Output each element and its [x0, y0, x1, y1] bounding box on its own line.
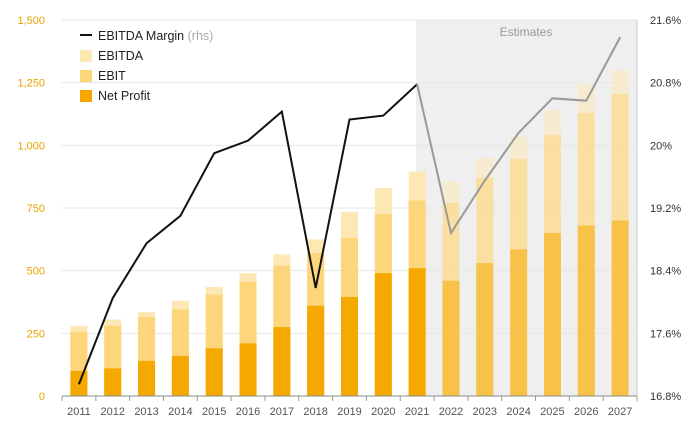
- legend-swatch-ebit: [80, 70, 92, 82]
- right-tick-label: 17.6%: [650, 328, 681, 340]
- right-tick-label: 18.4%: [650, 266, 681, 278]
- legend-label-ebitda: EBITDA: [98, 49, 144, 63]
- left-tick-label: 1,000: [17, 140, 45, 152]
- legend-swatch-ebitda: [80, 50, 92, 62]
- net-profit-bar: [104, 368, 122, 396]
- net-profit-bar: [611, 220, 629, 396]
- left-y-axis: 0 250 500 750 1,000 1,250 1,500: [17, 15, 45, 403]
- right-y-axis: 16.8% 17.6% 18.4% 19.2% 20% 20.8% 21.6%: [650, 15, 681, 403]
- left-tick-label: 250: [27, 328, 45, 340]
- net-profit-bar: [510, 249, 528, 396]
- ebitda-margin-point: [416, 83, 418, 85]
- net-profit-bar: [476, 263, 494, 396]
- right-tick-label: 16.8%: [650, 391, 681, 403]
- ebitda-margin-point: [585, 100, 587, 102]
- x-tick-label: 2018: [303, 406, 327, 418]
- net-profit-bar: [205, 348, 223, 396]
- x-tick-label: 2020: [371, 406, 395, 418]
- estimates-label: Estimates: [500, 25, 553, 39]
- legend-label-net-profit: Net Profit: [98, 89, 151, 103]
- x-tick-label: 2027: [608, 406, 632, 418]
- x-axis: 2011 2012 2013 2014 2015 2016 2017 2018 2019 2020…: [61, 20, 638, 418]
- ebitda-margin-point: [518, 132, 520, 134]
- x-tick-label: 2011: [67, 406, 91, 418]
- x-tick-label: 2017: [270, 406, 294, 418]
- ebitda-margin-point: [78, 383, 80, 385]
- legend-line-label: EBITDA Margin: [98, 29, 184, 43]
- net-profit-bar: [341, 296, 358, 396]
- ebitda-margin-actual-line: [77, 83, 418, 385]
- ebitda-margin-line: [77, 36, 621, 385]
- ebitda-margin-estimate-line: [416, 36, 621, 236]
- ebitda-margin-point: [450, 232, 452, 234]
- x-tick-label: 2022: [439, 406, 463, 418]
- left-tick-label: 0: [39, 391, 45, 403]
- left-tick-label: 750: [27, 203, 45, 215]
- right-tick-label: 20%: [650, 140, 672, 152]
- ebitda-margin-point: [619, 36, 621, 38]
- right-tick-label: 19.2%: [650, 203, 681, 215]
- net-profit-bar: [543, 233, 561, 396]
- left-tick-label: 500: [27, 266, 45, 278]
- legend-label-ebit: EBIT: [98, 69, 126, 83]
- net-profit-bar: [374, 273, 392, 396]
- net-profit-bar: [408, 268, 426, 396]
- ebitda-margin-point: [484, 180, 486, 182]
- ebitda-margin-point: [349, 118, 351, 120]
- net-profit-bar: [171, 355, 189, 396]
- ebitda-margin-point: [281, 111, 283, 113]
- x-tick-label: 2015: [202, 406, 226, 418]
- legend-label-ebitda-margin: EBITDA Margin (rhs): [98, 29, 213, 43]
- legend-swatch-net-profit: [80, 90, 92, 102]
- x-tick-label: 2016: [236, 406, 260, 418]
- right-tick-label: 21.6%: [650, 15, 681, 27]
- x-tick-label: 2021: [405, 406, 429, 418]
- x-tick-label: 2024: [506, 406, 530, 418]
- ebitda-margin-point: [315, 287, 317, 289]
- ebitda-margin-point: [551, 97, 553, 99]
- ebitda-margin-point: [213, 152, 215, 154]
- net-profit-bar: [307, 305, 325, 396]
- net-profit-bar: [577, 225, 595, 396]
- ebitda-margin-point: [247, 140, 249, 142]
- x-tick-label: 2023: [473, 406, 497, 418]
- left-tick-label: 1,500: [17, 15, 45, 27]
- net-profit-bar: [273, 327, 291, 396]
- x-tick-label: 2025: [540, 406, 564, 418]
- ebitda-margin-point: [382, 115, 384, 117]
- left-tick-label: 1,250: [17, 78, 45, 90]
- ebitda-margin-point: [146, 242, 148, 244]
- legend-line-sub: (rhs): [188, 29, 214, 43]
- net-profit-bar: [239, 343, 257, 396]
- net-profit-bar: [442, 280, 460, 396]
- x-tick-label: 2012: [100, 406, 124, 418]
- x-tick-label: 2014: [168, 406, 192, 418]
- ebitda-margin-point: [179, 215, 181, 217]
- x-tick-label: 2019: [337, 406, 361, 418]
- x-tick-label: 2013: [134, 406, 158, 418]
- legend: EBITDA Margin (rhs) EBITDA EBIT Net Prof…: [80, 29, 213, 103]
- ebitda-margin-point: [112, 297, 114, 299]
- x-tick-label: 2026: [574, 406, 598, 418]
- right-tick-label: 20.8%: [650, 78, 681, 90]
- net-profit-bar: [138, 360, 156, 396]
